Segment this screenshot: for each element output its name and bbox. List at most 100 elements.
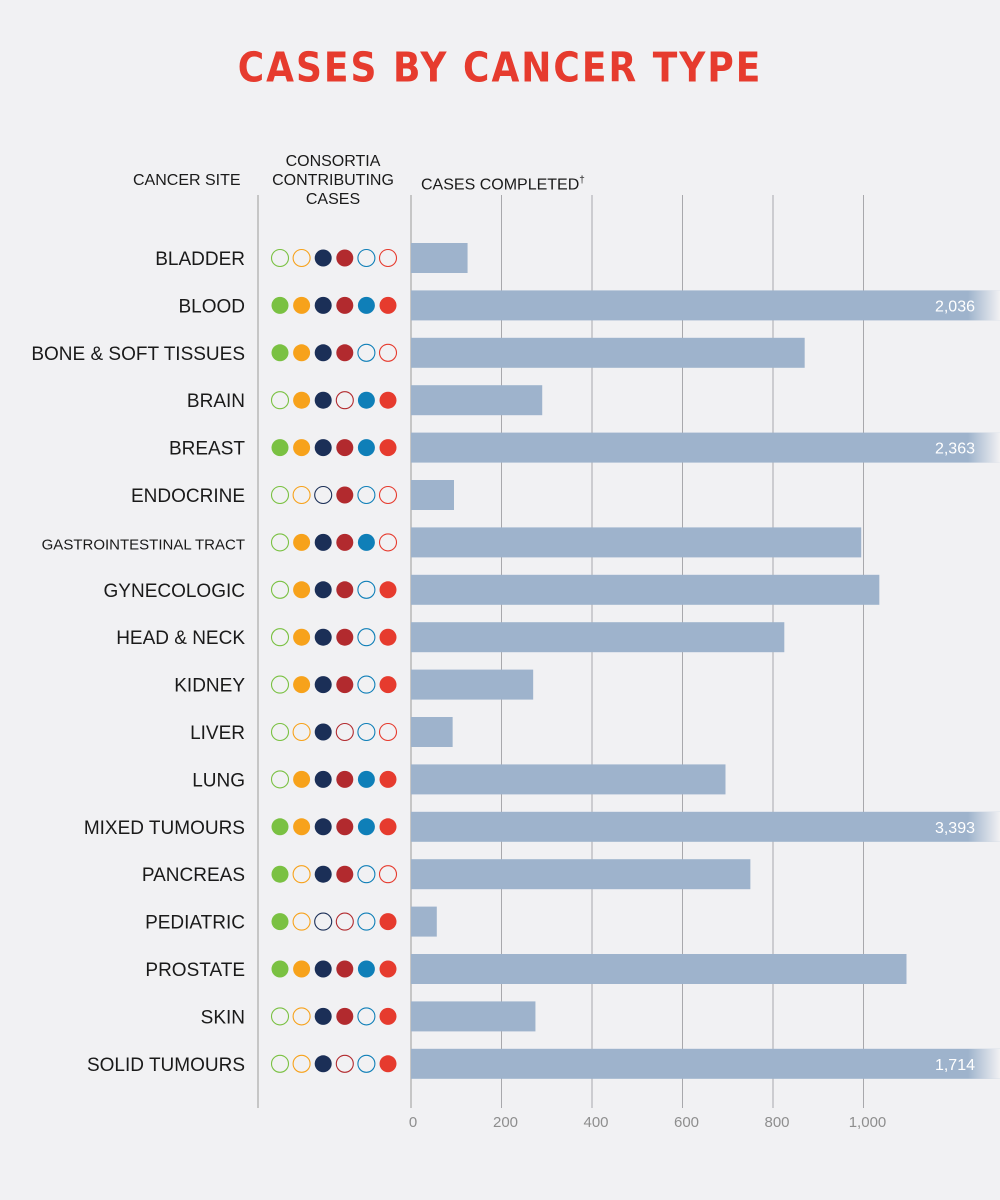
consortium-dot-filled bbox=[314, 439, 332, 457]
category-label: BRAIN bbox=[187, 391, 245, 412]
dagger-footnote-mark: † bbox=[579, 175, 585, 186]
consortium-dot-empty bbox=[357, 248, 376, 268]
consortium-dot-filled bbox=[379, 1055, 397, 1073]
consortium-dot-empty bbox=[270, 722, 290, 742]
chart-title: CASES BY CANCER TYPE bbox=[237, 44, 763, 93]
consortium-dot-filled bbox=[314, 296, 332, 314]
chart-row: SKIN bbox=[201, 1001, 536, 1032]
category-label: BLADDER bbox=[155, 249, 245, 270]
consortium-dot-filled bbox=[314, 723, 332, 741]
consortium-dot-empty bbox=[270, 675, 290, 694]
chart-row: SOLID TUMOURS 1,714 bbox=[87, 1048, 1000, 1079]
chart-row: BONE & SOFT TISSUES bbox=[31, 337, 805, 368]
bar bbox=[411, 290, 1000, 321]
bar-value-label: 2,363 bbox=[935, 441, 975, 458]
consortium-dot-filled bbox=[314, 770, 332, 788]
bar bbox=[411, 243, 468, 273]
bar-fade bbox=[968, 290, 1000, 321]
consortium-dot-filled bbox=[271, 296, 289, 314]
consortium-dot-filled bbox=[314, 1007, 332, 1025]
x-tick-label: 800 bbox=[764, 1114, 789, 1131]
chart-row: MIXED TUMOURS 3,393 bbox=[84, 811, 1000, 842]
consortium-dot-empty bbox=[378, 533, 398, 552]
consortium-dot-empty bbox=[357, 912, 376, 931]
consortium-dot-filled bbox=[357, 770, 375, 788]
consortium-dot-empty bbox=[314, 912, 333, 931]
consortium-dot-filled bbox=[357, 439, 375, 457]
consortium-dot-filled bbox=[379, 391, 397, 409]
cancer-site-header: CANCER SITE bbox=[133, 172, 241, 189]
consortium-dot-filled bbox=[379, 818, 397, 836]
cases-completed-header-text: CASES COMPLETED bbox=[421, 176, 580, 194]
category-label: SOLID TUMOURS bbox=[87, 1055, 245, 1076]
bar bbox=[411, 811, 1000, 842]
consortia-header-line-1: CONSORTIA bbox=[285, 153, 381, 170]
consortium-dot-empty bbox=[357, 343, 376, 362]
category-label: SKIN bbox=[201, 1007, 245, 1028]
consortium-dot-filled bbox=[293, 581, 311, 599]
category-label: GASTROINTESTINAL TRACT bbox=[42, 536, 245, 553]
consortium-dot-filled bbox=[293, 818, 311, 836]
consortium-dot-empty bbox=[270, 533, 290, 552]
chart-row: HEAD & NECK bbox=[116, 622, 785, 653]
chart-row: KIDNEY bbox=[174, 669, 534, 700]
consortium-dot-filled bbox=[314, 1055, 332, 1073]
consortia-header-line-2: CONTRIBUTING bbox=[272, 172, 394, 189]
cases-completed-header: CASES COMPLETED† bbox=[421, 171, 585, 194]
chart-row: BRAIN bbox=[187, 385, 543, 416]
category-label: PROSTATE bbox=[145, 960, 245, 981]
consortium-dot-empty bbox=[378, 343, 398, 362]
consortium-dot-empty bbox=[292, 1007, 311, 1026]
consortium-dot-filled bbox=[379, 1007, 397, 1025]
consortium-dot-filled bbox=[314, 676, 332, 694]
consortium-dot-empty bbox=[270, 1007, 290, 1026]
category-label: PEDIATRIC bbox=[145, 913, 245, 934]
bar bbox=[411, 859, 751, 890]
consortium-dot-filled bbox=[271, 439, 289, 457]
consortium-dot-filled bbox=[379, 770, 397, 788]
consortium-dot-filled bbox=[336, 818, 354, 836]
consortium-dot-filled bbox=[379, 913, 397, 931]
consortium-dot-empty bbox=[378, 722, 398, 742]
category-label: ENDOCRINE bbox=[131, 486, 245, 507]
consortium-dot-filled bbox=[336, 344, 354, 362]
consortium-dot-empty bbox=[357, 628, 376, 647]
x-axis-ticks: 0 200 400 600 800 1,000 bbox=[409, 1114, 886, 1131]
consortium-dot-empty bbox=[292, 722, 311, 742]
consortium-dot-filled bbox=[379, 581, 397, 599]
bar bbox=[411, 906, 437, 937]
category-label: LUNG bbox=[192, 770, 245, 791]
consortium-dot-filled bbox=[336, 1007, 354, 1025]
consortium-dot-filled bbox=[357, 391, 375, 409]
consortium-dot-empty bbox=[357, 865, 376, 884]
consortium-dot-filled bbox=[293, 628, 311, 646]
consortium-dot-filled bbox=[314, 628, 332, 646]
chart-row: ENDOCRINE bbox=[131, 480, 454, 510]
consortium-dot-filled bbox=[379, 628, 397, 646]
consortium-dot-empty bbox=[270, 628, 290, 647]
consortium-dot-filled bbox=[336, 486, 354, 504]
consortium-dot-empty bbox=[292, 485, 311, 505]
consortium-dot-filled bbox=[336, 581, 354, 599]
bar bbox=[411, 622, 785, 653]
consortium-dot-filled bbox=[336, 533, 354, 551]
bar-value-label: 2,036 bbox=[935, 298, 975, 315]
bar-fade bbox=[968, 811, 1000, 842]
consortium-dot-filled bbox=[379, 439, 397, 457]
consortium-dot-empty bbox=[357, 1007, 376, 1026]
category-label: PANCREAS bbox=[142, 865, 245, 886]
category-label: BLOOD bbox=[178, 296, 245, 317]
bar-fade bbox=[968, 432, 1000, 463]
consortium-dot-empty bbox=[270, 248, 290, 268]
consortium-dot-empty bbox=[357, 580, 376, 599]
consortium-dot-filled bbox=[336, 770, 354, 788]
consortium-dot-empty bbox=[378, 485, 398, 505]
consortium-dot-empty bbox=[292, 1054, 311, 1073]
consortium-dot-empty bbox=[270, 485, 290, 505]
consortium-dot-empty bbox=[357, 675, 376, 694]
x-tick-label: 0 bbox=[409, 1114, 417, 1131]
bar bbox=[411, 717, 453, 747]
consortium-dot-filled bbox=[271, 960, 289, 978]
consortium-dot-empty bbox=[292, 248, 311, 268]
